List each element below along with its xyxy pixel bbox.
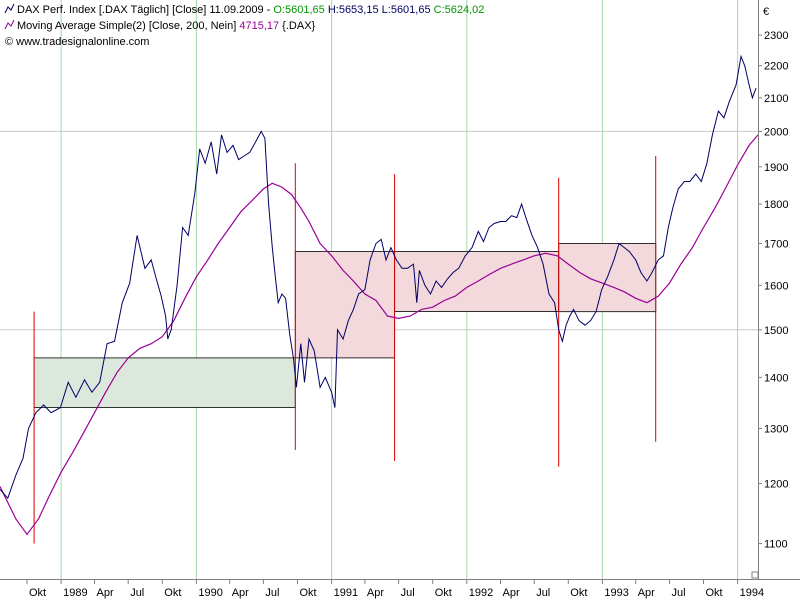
x-tick-label: 1990 [198,587,222,599]
x-tick-label: Jul [536,587,550,599]
series-line-ma [0,134,759,536]
legend-copyright: © www.tradesignalonline.com [5,36,149,48]
legend-ma-prefix: Moving Average Simple(2) [Close, 200, Ne… [17,20,239,32]
legend-close: C:5624,02 [431,4,485,16]
legend-ma-value: 4715,17 [239,20,279,32]
legend-high: H:5653,15 [325,4,379,16]
x-tick-label: 1993 [604,587,628,599]
legend-low: L:5601,65 [379,4,431,16]
x-tick-label: Okt [164,587,181,599]
legend-line-ma: Moving Average Simple(2) [Close, 200, Ne… [17,20,316,32]
x-axis-ticks: Okt 1989 Apr Jul Okt 1990 Apr Jul Okt 1991 Apr Jul O… [26,579,764,599]
y-tick-label: 1100 [764,539,788,551]
x-tick-label: 1991 [334,587,358,599]
y-tick-label: 1800 [764,199,788,211]
y-axis-ticks: 1100 1200 1300 1400 1500 1600 1700 1800 1900 2000… [758,30,788,551]
x-tick-label: Apr [232,587,249,599]
x-tick-label: Jul [265,587,279,599]
x-tick-label: Okt [300,587,317,599]
x-tick-label: Okt [706,587,723,599]
y-tick-label: 1500 [764,325,788,337]
legend-price-prefix: DAX Perf. Index [.DAX Täglich] [Close] 1… [17,4,273,16]
y-tick-label: 2100 [764,93,788,105]
x-tick-label: Jul [130,587,144,599]
x-tick-label: Apr [638,587,655,599]
legend-ma-suffix: {.DAX} [279,20,315,32]
x-tick-label: 1989 [63,587,87,599]
x-tick-label: Apr [97,587,114,599]
x-tick-label: Apr [367,587,384,599]
y-tick-label: 2000 [764,126,788,138]
y-tick-label: 1200 [764,479,788,491]
x-tick-label: 1994 [740,587,764,599]
range-box-1 [33,357,296,408]
legend-price-icon [4,3,15,14]
y-tick-label: 1400 [764,372,788,384]
y-tick-label: 1600 [764,280,788,292]
x-tick-label: Jul [672,587,686,599]
y-tick-label: 1300 [764,424,788,436]
x-tick-label: 1992 [469,587,493,599]
y-tick-label: 2300 [764,30,788,42]
series-line-price [0,54,757,500]
x-tick-label: Okt [29,587,46,599]
currency-label: € [763,6,769,18]
x-tick-label: Okt [570,587,587,599]
x-tick-label: Jul [401,587,415,599]
legend: DAX Perf. Index [.DAX Täglich] [Close] 1… [4,3,484,48]
range-box-2 [294,251,395,359]
y-tick-label: 1700 [764,239,788,251]
legend-open: O:5601,65 [273,4,324,16]
signal-lines [33,156,657,544]
legend-line-price: DAX Perf. Index [.DAX Täglich] [Close] 1… [17,4,484,16]
y-tick-label: 1900 [764,162,788,174]
y-tick-label: 2200 [764,61,788,73]
legend-ma-icon [4,19,15,30]
x-tick-label: Apr [503,587,520,599]
axis-corner [751,571,759,579]
x-tick-label: Okt [435,587,452,599]
